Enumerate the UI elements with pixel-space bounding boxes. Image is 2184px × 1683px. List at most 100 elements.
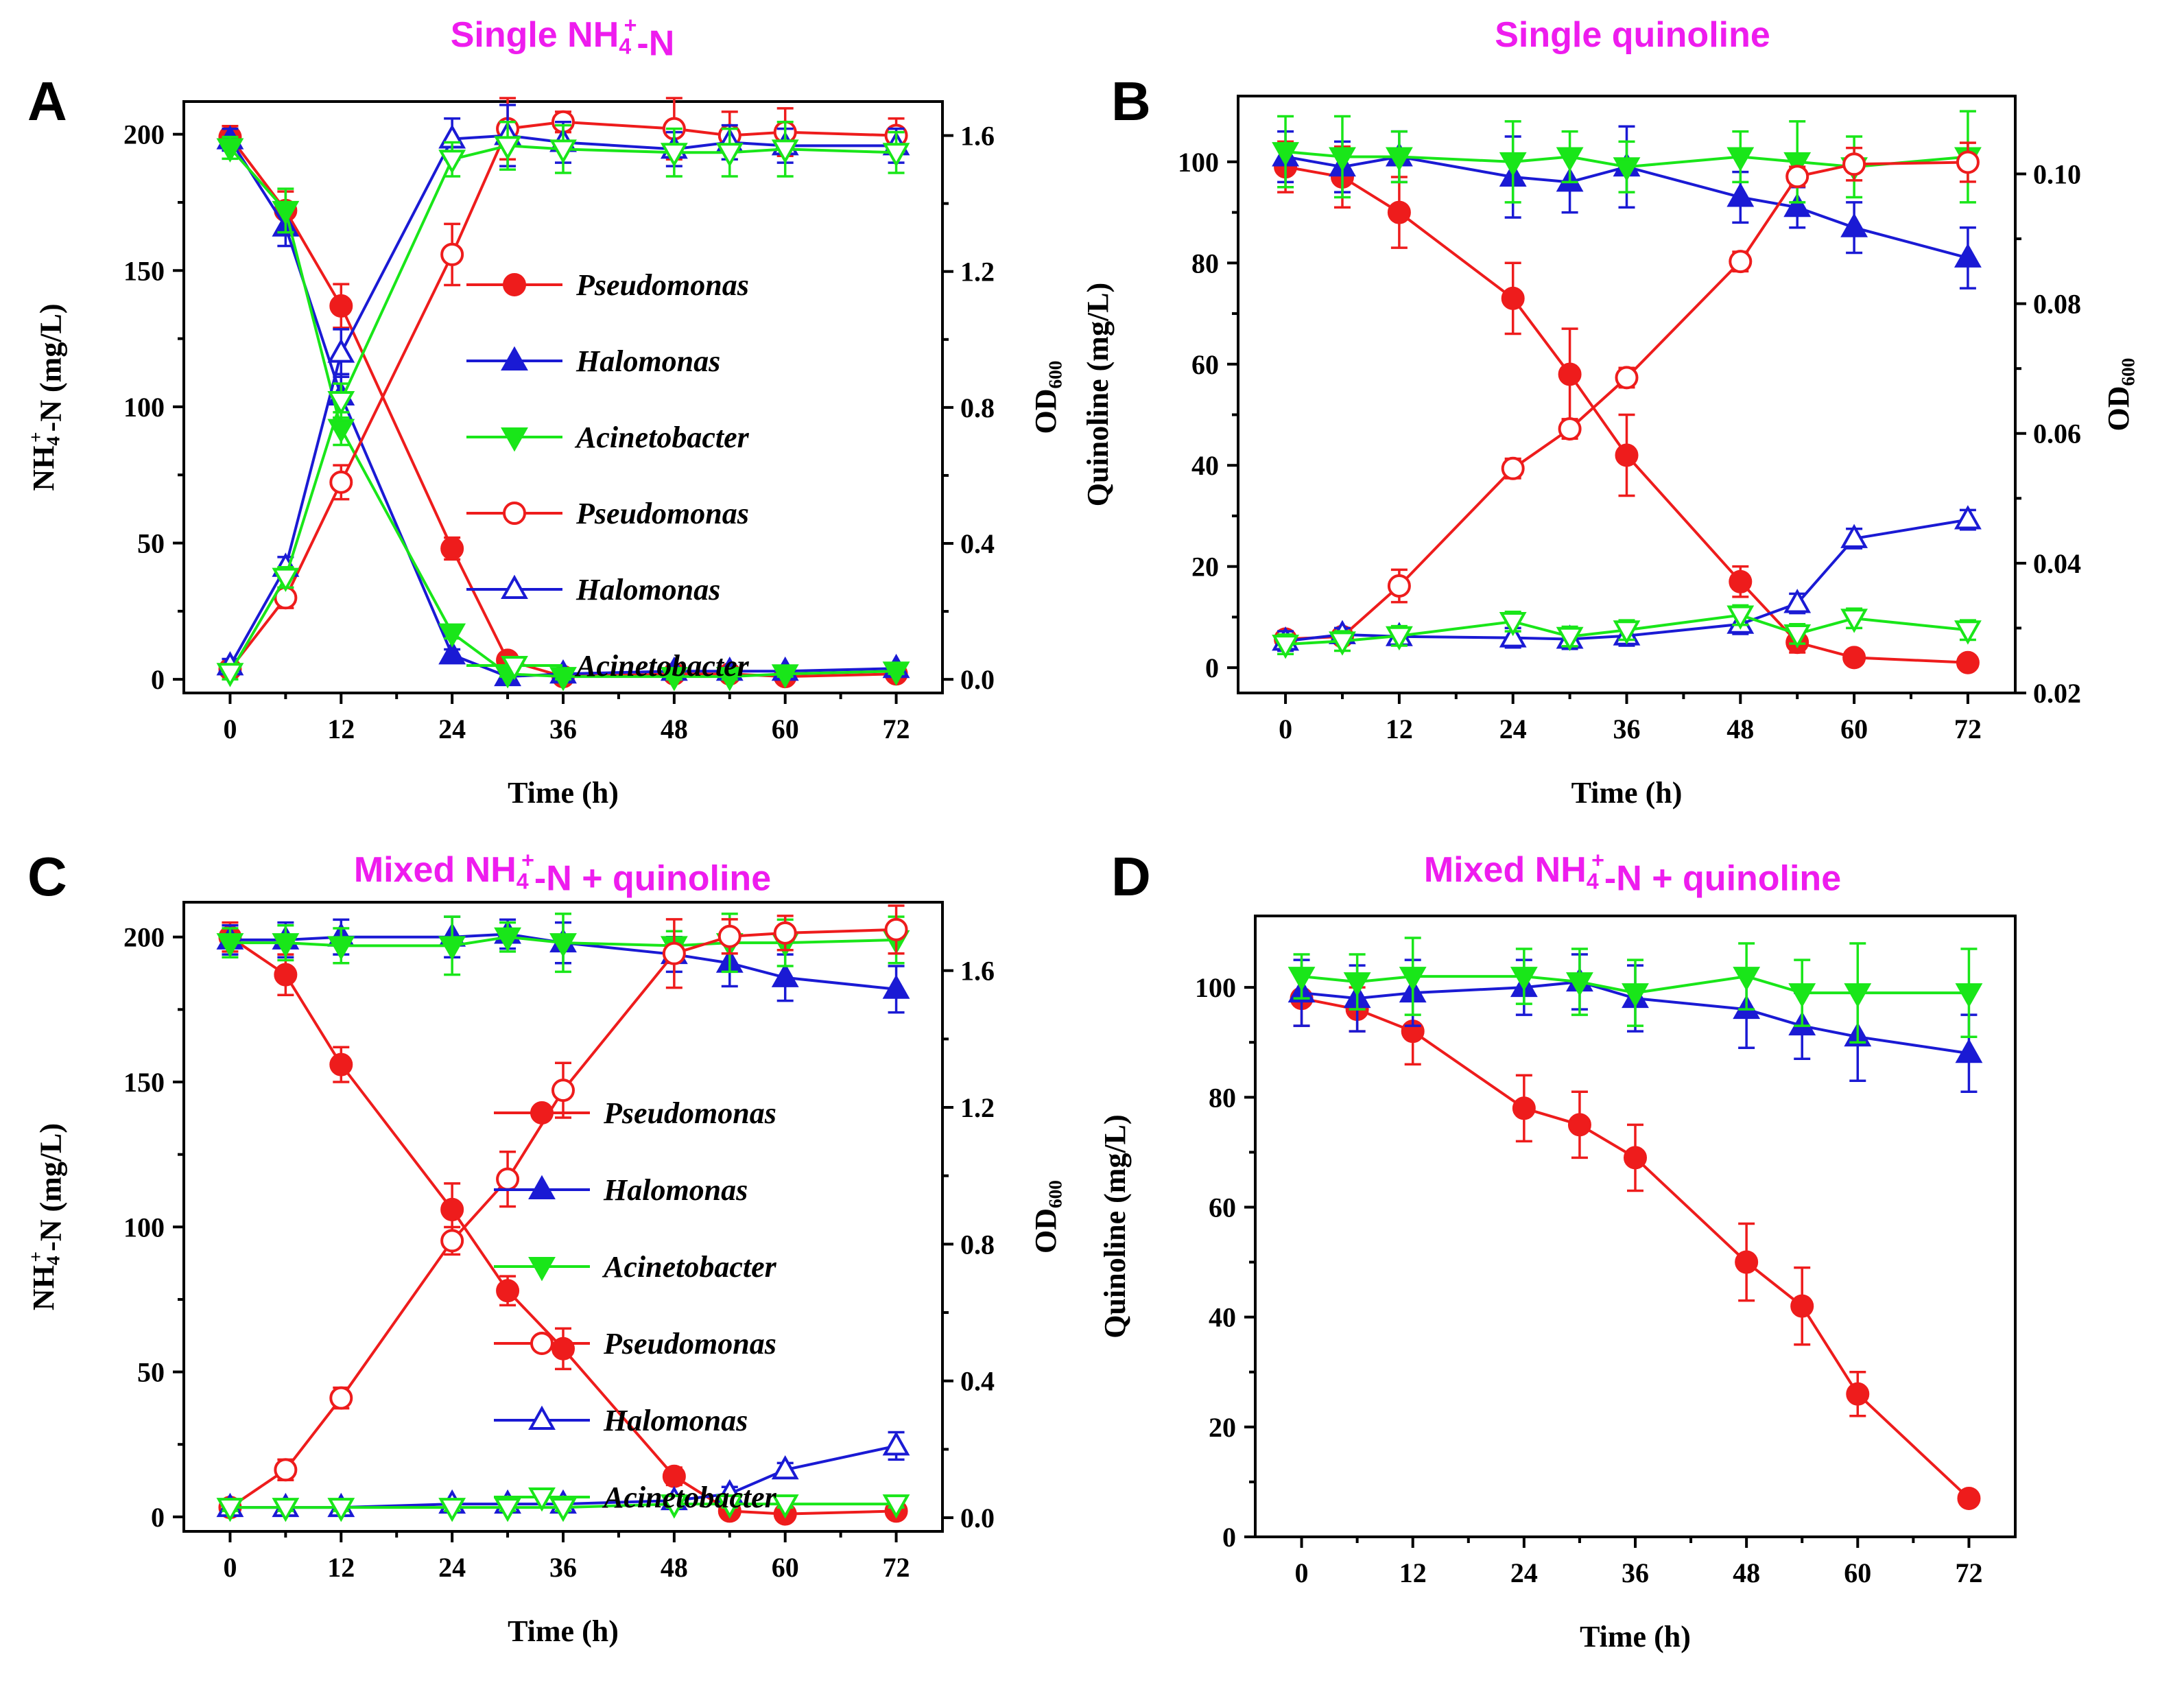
data-point xyxy=(715,1494,744,1519)
data-point xyxy=(272,933,300,958)
series-line xyxy=(1301,997,1970,1500)
legend-label: Acinetobacter xyxy=(574,649,750,683)
y-right-tick-label-C: 0.4 xyxy=(960,1366,995,1397)
data-point xyxy=(329,1386,353,1410)
data-point xyxy=(1615,366,1639,390)
data-point xyxy=(1558,362,1582,386)
data-point xyxy=(549,139,577,164)
x-tick-label-A: 24 xyxy=(438,714,466,744)
data-point xyxy=(1957,1486,1981,1510)
data-point xyxy=(440,537,464,561)
data-point xyxy=(329,1052,353,1076)
data-point xyxy=(1512,1096,1536,1120)
y-right-tick-label-C: 1.2 xyxy=(960,1092,995,1123)
data-point xyxy=(1501,456,1525,480)
x-tick-label-D: 60 xyxy=(1844,1557,1871,1588)
series-line xyxy=(229,928,897,1509)
x-tick-label-A: 12 xyxy=(327,714,355,744)
data-point xyxy=(438,623,466,648)
data-point xyxy=(1499,152,1527,177)
data-point xyxy=(272,567,300,592)
data-point xyxy=(662,941,686,965)
x-axis-label-B: Time (h) xyxy=(1571,776,1683,810)
data-point xyxy=(1783,192,1812,217)
y-right-tick-label-B: 0.04 xyxy=(2033,548,2081,579)
data-point xyxy=(494,136,521,161)
y-right-axis-label-B: OD600 xyxy=(2102,358,2139,432)
legend-marker xyxy=(528,1487,556,1512)
data-point xyxy=(440,1197,464,1221)
data-point xyxy=(1499,611,1527,637)
data-point xyxy=(1726,605,1755,630)
y-right-axis-label-A-sub: 600 xyxy=(1045,361,1066,389)
series-line xyxy=(1285,165,1969,664)
x-tick-label-C: 24 xyxy=(438,1552,466,1583)
data-point xyxy=(1613,157,1641,182)
data-point xyxy=(1783,624,1812,649)
legend-marker xyxy=(530,1332,554,1355)
panel-title-C-main: Mixed NH xyxy=(354,850,517,890)
y-left-tick-label-B: 80 xyxy=(1191,248,1219,279)
y-right-axis-label-C-main: OD xyxy=(1029,1208,1063,1254)
series-C-pseudomonas-filled xyxy=(218,921,908,1526)
x-axis-label-D: Time (h) xyxy=(1580,1620,1691,1653)
y-left-tick-label-D: 100 xyxy=(1195,972,1236,1003)
data-point xyxy=(1846,1382,1870,1406)
data-point xyxy=(551,1079,575,1103)
x-tick-label-D: 0 xyxy=(1295,1557,1309,1588)
y-left-tick-label-A: 50 xyxy=(137,528,165,559)
legend-label: Acinetobacter xyxy=(602,1481,777,1514)
x-tick-label-A: 36 xyxy=(549,714,577,744)
data-point xyxy=(660,1494,688,1519)
panel-letter-D: D xyxy=(1111,846,1151,907)
data-point xyxy=(1844,983,1872,1008)
series-D-acinetobacter-filled xyxy=(1287,937,1983,1044)
data-point xyxy=(771,139,799,164)
y-right-axis-label-A: OD600 xyxy=(1029,361,1066,434)
panel-title-D-sub: 4 xyxy=(1587,869,1599,893)
series-line xyxy=(228,120,897,670)
data-point xyxy=(1955,1038,1983,1063)
legend-label: Pseudomonas xyxy=(575,497,749,530)
y-right-tick-label-B: 0.06 xyxy=(2033,419,2081,449)
panel-title-A: Single NH4+-N xyxy=(451,13,675,64)
y-right-tick-label-A: 1.2 xyxy=(960,257,995,287)
x-tick-label-C: 48 xyxy=(661,1552,688,1583)
y-left-tick-label-C: 150 xyxy=(123,1067,165,1098)
legend-marker xyxy=(503,502,526,525)
data-point xyxy=(1956,150,1980,174)
data-point xyxy=(216,933,244,958)
y-right-axis-label-A-main: OD xyxy=(1029,388,1063,434)
panel-letter-A: A xyxy=(27,71,67,132)
series-line xyxy=(1301,980,1969,1055)
data-point xyxy=(1788,983,1816,1008)
panel-title-C-sup: + xyxy=(521,848,534,873)
data-point xyxy=(882,143,910,167)
data-point xyxy=(717,924,741,948)
panel-letter-C: C xyxy=(27,846,67,907)
x-tick-label-C: 72 xyxy=(883,1552,910,1583)
data-point xyxy=(549,933,577,958)
data-point xyxy=(1954,620,1982,645)
y-left-tick-label-B: 40 xyxy=(1191,450,1219,481)
series-line xyxy=(228,139,897,679)
series-line xyxy=(1285,613,1969,646)
data-point xyxy=(1558,417,1582,441)
y-right-tick-label-A: 0.4 xyxy=(960,528,995,559)
data-point xyxy=(549,1498,577,1522)
legend-label: Pseudomonas xyxy=(575,268,749,302)
y-left-axis-label-C-sub: 4 xyxy=(43,1256,64,1265)
data-point xyxy=(216,1498,244,1522)
series-A-halomonas-filled xyxy=(216,125,910,687)
x-tick-label-A: 0 xyxy=(223,714,237,744)
y-right-axis-label-B-main: OD xyxy=(2102,386,2135,431)
series-line xyxy=(1285,518,1969,643)
panel-title-D: Mixed NH4+-N + quinoline xyxy=(1424,848,1841,899)
panel-title-C-sub: 4 xyxy=(517,869,529,893)
data-point xyxy=(1840,213,1868,237)
y-left-tick-label-A: 0 xyxy=(151,664,165,695)
x-tick-label-A: 48 xyxy=(661,714,688,744)
y-left-tick-label-D: 40 xyxy=(1209,1302,1236,1333)
